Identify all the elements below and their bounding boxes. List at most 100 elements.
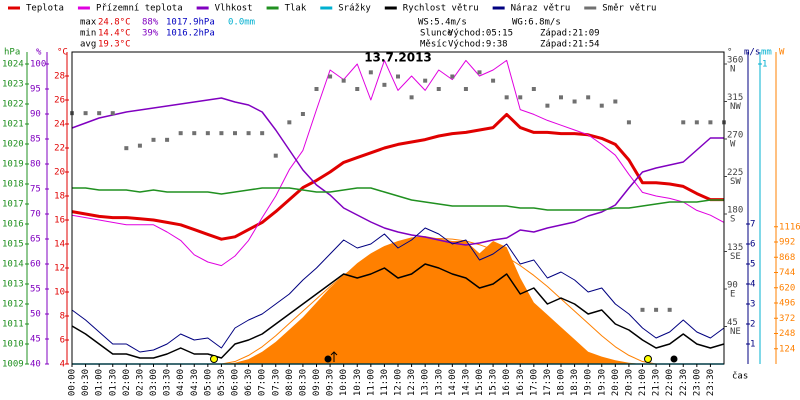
direction-point [694, 120, 699, 125]
y-tick-label: 1116 [779, 222, 800, 232]
y-tick-label: 1014 [2, 260, 24, 270]
series-line [71, 97, 724, 246]
y-tick-label: 85 [30, 135, 41, 145]
x-tick-label: 07:00 [258, 369, 268, 396]
y-tick-label: 10 [54, 288, 65, 298]
y-tick-label: 1013 [2, 280, 24, 290]
stat-value: 24.8°C [98, 18, 131, 28]
y-tick-label: 70 [30, 210, 41, 220]
stat-value: 88% [142, 18, 159, 28]
x-tick-label: 16:30 [516, 369, 526, 396]
y-tick-label: 18 [54, 192, 65, 202]
direction-point [640, 307, 645, 312]
x-tick-label: 09:00 [312, 369, 322, 396]
direction-point [151, 137, 156, 142]
y-tick-label: 22 [54, 144, 65, 154]
stat-info: Slunce [420, 29, 453, 39]
x-tick-label: 09:30 [326, 369, 336, 396]
y-tick-label: 8 [60, 312, 65, 322]
stat-value: max [80, 18, 97, 28]
y-tick-label: 2 [750, 320, 755, 330]
x-tick-label: 17:00 [529, 369, 539, 396]
y-tick-label: 60 [30, 260, 41, 270]
stat-value: 14.4°C [98, 29, 131, 39]
y-tick-label: 868 [779, 253, 795, 263]
direction-point [586, 95, 591, 100]
y-tick-label: 6 [60, 336, 65, 346]
y-tick-label: 3 [750, 300, 755, 310]
direction-point [382, 82, 387, 87]
y-tick-name: NW [730, 102, 741, 112]
axis-title: ° [727, 48, 732, 58]
direction-point [328, 74, 333, 79]
legend-label: Směr větru [602, 4, 656, 14]
x-tick-label: 13:30 [434, 369, 444, 396]
stat-value: 19.3°C [98, 40, 131, 50]
x-tick-label: 03:30 [163, 369, 173, 396]
y-tick-label: 100 [30, 60, 46, 70]
y-tick-label: 28 [54, 72, 65, 82]
y-tick-label: 1023 [2, 80, 24, 90]
stat-value: min [80, 29, 96, 39]
direction-point [192, 131, 197, 136]
direction-point [599, 103, 604, 108]
y-tick-label: 1010 [2, 340, 24, 350]
y-tick-label: 744 [779, 268, 795, 278]
radiation-area [72, 236, 724, 364]
stat-info: Měsíc [420, 40, 447, 50]
y-tick-label: 1009 [2, 360, 24, 370]
x-tick-label: 00:30 [81, 369, 91, 396]
x-tick-label: 08:00 [285, 369, 295, 396]
x-tick-label: 10:30 [353, 369, 363, 396]
stat-info: WG:6.8m/s [512, 18, 561, 28]
x-tick-label: 22:00 [665, 369, 675, 396]
x-axis-label: čas [732, 371, 748, 382]
axis-title: hPa [4, 48, 20, 58]
direction-point [626, 120, 631, 125]
x-tick-label: 04:00 [176, 369, 186, 396]
plot-area [70, 59, 726, 365]
direction-point [708, 120, 713, 125]
y-tick-label: 1 [762, 60, 767, 70]
sunset-marker [644, 355, 652, 363]
y-tick-label: 124 [779, 344, 795, 354]
axis-title: % [36, 48, 42, 58]
x-tick-label: 10:00 [339, 369, 349, 396]
direction-point [491, 78, 496, 83]
x-tick-label: 11:30 [380, 369, 390, 396]
direction-point [273, 153, 278, 158]
direction-point [409, 95, 414, 100]
direction-point [300, 112, 305, 116]
direction-point [368, 70, 373, 75]
axis-title: W [779, 48, 785, 58]
stat-info: Východ:9:38 [448, 40, 508, 50]
y-tick-label: 14 [54, 240, 65, 250]
y-tick-label: 225 [727, 168, 743, 178]
direction-point [233, 131, 237, 136]
y-tick-label: 75 [30, 185, 41, 195]
x-tick-label: 13:00 [421, 369, 431, 396]
y-tick-name: W [730, 140, 736, 150]
y-tick-label: 1016 [2, 220, 24, 230]
legend-label: Rychlost větru [403, 4, 479, 14]
y-tick-label: 20 [54, 168, 65, 178]
axis-title: m/s [744, 48, 760, 58]
stat-info: Západ:21:09 [540, 29, 600, 39]
y-tick-label: 1015 [2, 240, 24, 250]
y-tick-label: 4 [60, 360, 65, 370]
y-tick-label: 40 [30, 360, 41, 370]
y-tick-label: 5 [750, 260, 755, 270]
y-tick-label: 315 [727, 93, 743, 103]
direction-point [423, 78, 428, 83]
y-tick-label: 26 [54, 96, 65, 106]
legend-label: Tlak [285, 4, 307, 14]
stat-value: 0.0mm [228, 18, 255, 28]
y-tick-label: 7 [750, 220, 755, 230]
x-tick-label: 02:30 [135, 369, 145, 396]
legend-label: Srážky [338, 4, 371, 14]
direction-point [205, 131, 210, 136]
x-tick-label: 20:00 [611, 369, 621, 396]
direction-point [219, 131, 224, 136]
stat-value: 1017.9hPa [166, 18, 215, 28]
y-tick-label: 180 [727, 206, 743, 216]
